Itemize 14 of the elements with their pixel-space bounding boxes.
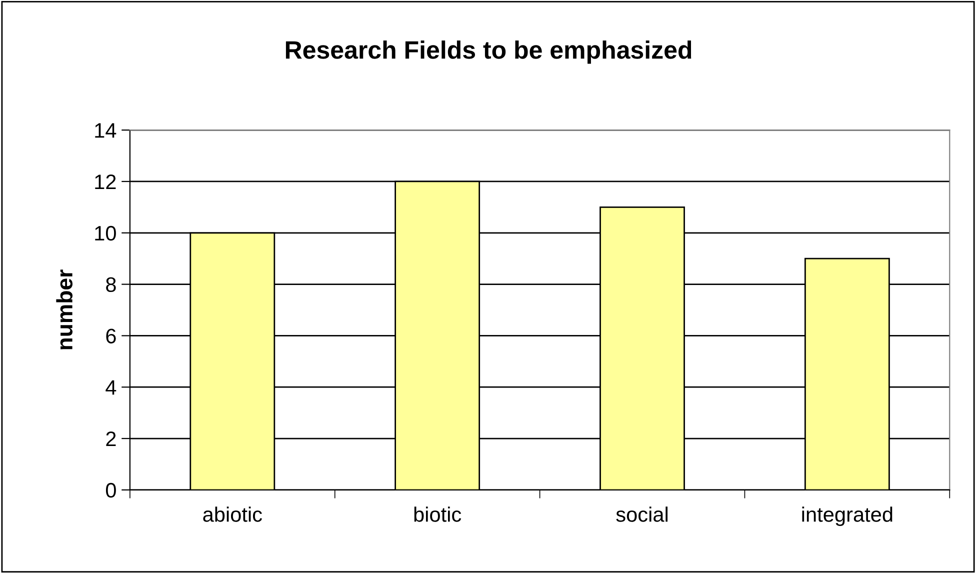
- y-tick-label: 8: [106, 277, 116, 292]
- chart-title: Research Fields to be emphasized: [286, 40, 692, 64]
- y-tick-label: 6: [106, 328, 116, 344]
- x-tick-label: integrated: [802, 506, 892, 526]
- x-tick-label: abiotic: [203, 506, 262, 522]
- y-tick-label: 14: [95, 123, 116, 138]
- y-tick-label: 12: [95, 174, 116, 190]
- y-tick-label: 4: [106, 380, 116, 395]
- y-tick-label: 10: [95, 226, 116, 241]
- x-tick-label: social: [616, 506, 668, 522]
- y-axis-title: number: [56, 270, 73, 350]
- y-tick-label: 0: [106, 482, 116, 498]
- y-tick-label: 2: [106, 432, 116, 446]
- x-tick-label: biotic: [414, 506, 462, 522]
